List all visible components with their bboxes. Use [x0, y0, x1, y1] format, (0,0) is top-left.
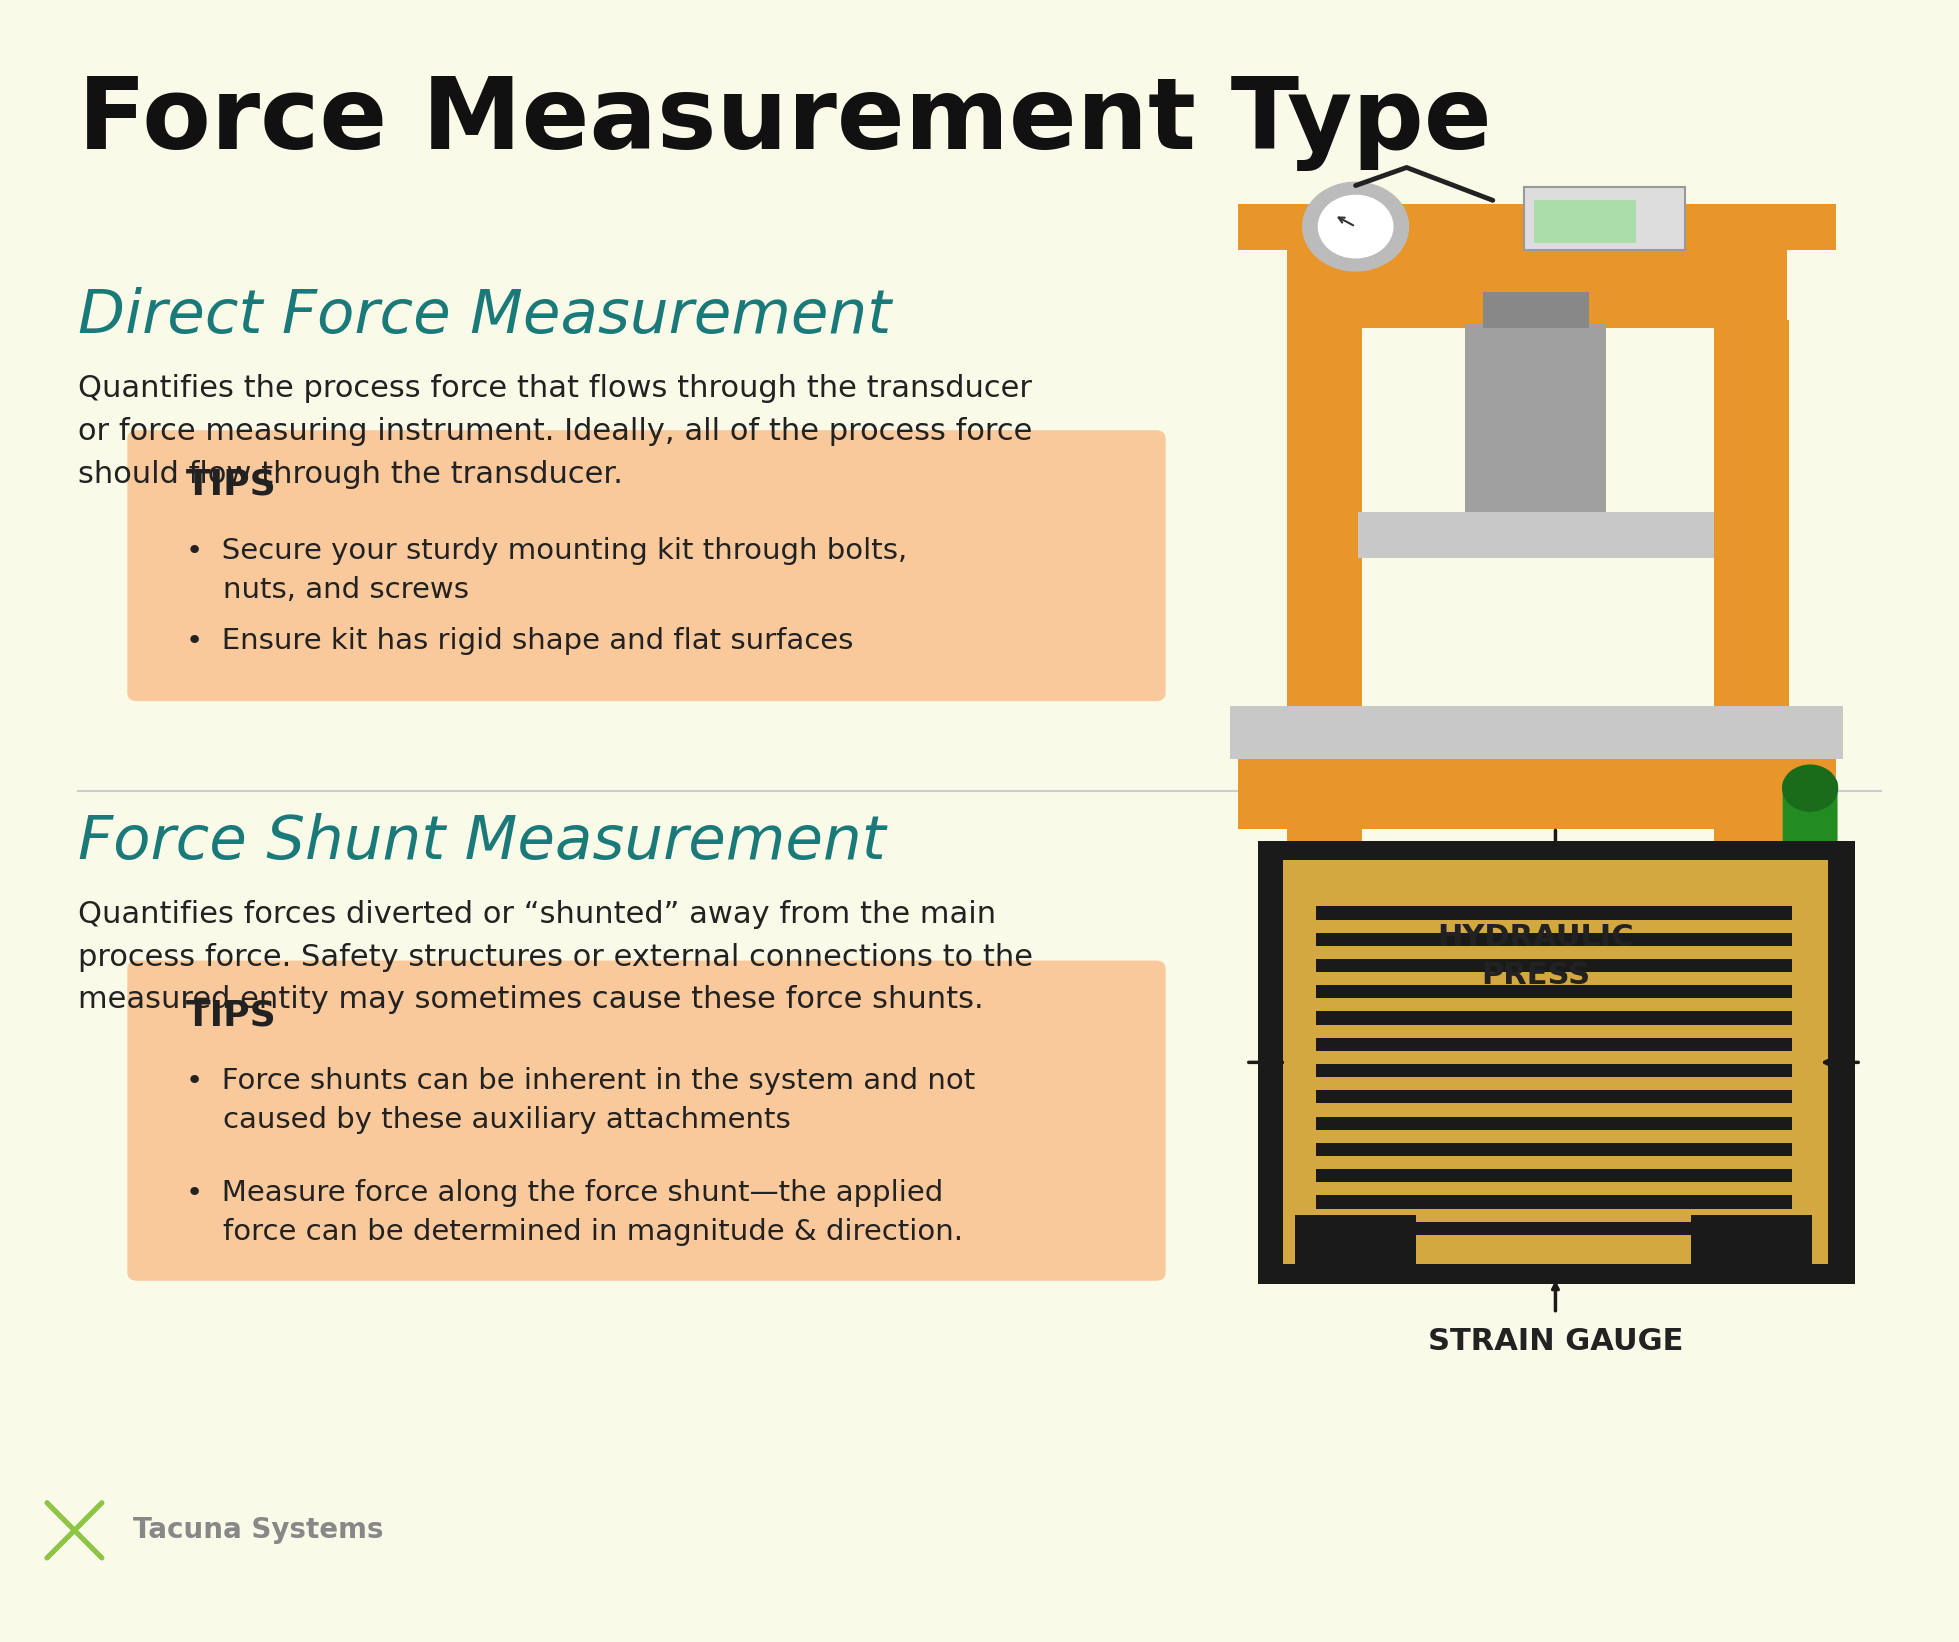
Text: •  Measure force along the force shunt—the applied
    force can be determined i: • Measure force along the force shunt—th…: [186, 1179, 964, 1246]
FancyBboxPatch shape: [1316, 1011, 1792, 1025]
Circle shape: [1303, 182, 1409, 271]
FancyBboxPatch shape: [1316, 1038, 1792, 1051]
Text: HYDRAULIC
PRESS: HYDRAULIC PRESS: [1438, 923, 1634, 990]
FancyBboxPatch shape: [1714, 821, 1789, 890]
Text: •  Ensure kit has rigid shape and flat surfaces: • Ensure kit has rigid shape and flat su…: [186, 627, 854, 655]
Circle shape: [1318, 195, 1393, 258]
FancyBboxPatch shape: [1316, 959, 1792, 972]
Text: •  Secure your sturdy mounting kit through bolts,
    nuts, and screws: • Secure your sturdy mounting kit throug…: [186, 537, 907, 604]
Text: TIPS: TIPS: [186, 468, 276, 502]
FancyBboxPatch shape: [127, 430, 1166, 701]
FancyBboxPatch shape: [1691, 1215, 1812, 1264]
FancyBboxPatch shape: [1316, 1143, 1792, 1156]
FancyBboxPatch shape: [1316, 1064, 1792, 1077]
FancyBboxPatch shape: [127, 961, 1166, 1281]
FancyBboxPatch shape: [1316, 1195, 1792, 1209]
Text: Quantifies forces diverted or “shunted” away from the main
process force. Safety: Quantifies forces diverted or “shunted” …: [78, 900, 1032, 1015]
FancyBboxPatch shape: [1483, 292, 1589, 328]
FancyBboxPatch shape: [1534, 200, 1636, 243]
Text: Direct Force Measurement: Direct Force Measurement: [78, 287, 891, 346]
FancyBboxPatch shape: [1287, 238, 1787, 328]
FancyBboxPatch shape: [1316, 933, 1792, 946]
FancyBboxPatch shape: [1316, 1117, 1792, 1130]
FancyBboxPatch shape: [1230, 706, 1843, 759]
FancyBboxPatch shape: [1238, 750, 1836, 829]
Text: Force Shunt Measurement: Force Shunt Measurement: [78, 813, 885, 872]
FancyBboxPatch shape: [1316, 906, 1792, 920]
FancyBboxPatch shape: [1283, 860, 1828, 1264]
Text: Tacuna Systems: Tacuna Systems: [133, 1516, 384, 1545]
FancyBboxPatch shape: [1238, 204, 1836, 250]
FancyBboxPatch shape: [1316, 1090, 1792, 1103]
FancyBboxPatch shape: [1316, 1169, 1792, 1182]
FancyBboxPatch shape: [1465, 323, 1606, 517]
Circle shape: [1783, 765, 1838, 811]
FancyBboxPatch shape: [1783, 778, 1838, 878]
Text: Force Measurement Type: Force Measurement Type: [78, 74, 1493, 171]
FancyBboxPatch shape: [1287, 821, 1362, 890]
FancyBboxPatch shape: [1316, 985, 1792, 998]
Text: STRAIN GAUGE: STRAIN GAUGE: [1428, 1327, 1683, 1356]
Text: TIPS: TIPS: [186, 998, 276, 1033]
Text: Quantifies the process force that flows through the transducer
or force measurin: Quantifies the process force that flows …: [78, 374, 1032, 489]
FancyBboxPatch shape: [1316, 1222, 1792, 1235]
FancyBboxPatch shape: [1287, 320, 1362, 764]
FancyBboxPatch shape: [1258, 841, 1855, 1284]
Text: •  Force shunts can be inherent in the system and not
    caused by these auxili: • Force shunts can be inherent in the sy…: [186, 1067, 976, 1135]
FancyBboxPatch shape: [1295, 1215, 1416, 1264]
FancyBboxPatch shape: [1358, 512, 1714, 558]
FancyBboxPatch shape: [1714, 320, 1789, 764]
FancyBboxPatch shape: [1524, 187, 1685, 250]
